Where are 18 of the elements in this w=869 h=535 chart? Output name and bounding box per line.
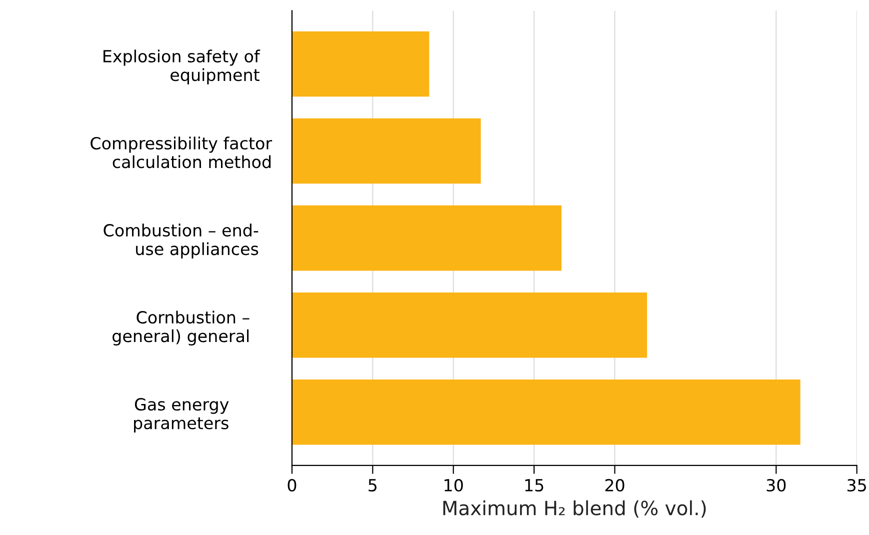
y-tick-label: Combustion – end- use appliances — [104, 224, 258, 258]
x-tick-label: 30 — [766, 478, 786, 492]
bar — [292, 380, 800, 445]
x-tick-label: 5 — [368, 479, 377, 492]
y-tick-label: Explosion safety of equipment — [104, 50, 260, 84]
y-tick-label: Compressibility factor calculation method — [90, 136, 272, 168]
x-axis-title: Maximum H₂ blend (% vol.) — [443, 500, 706, 518]
bar — [292, 292, 648, 358]
x-tick-label: 20 — [605, 478, 624, 492]
x-tick-label: 15 — [525, 479, 544, 492]
x-tick-label: 10 — [444, 478, 463, 492]
bar — [292, 118, 481, 184]
y-tick-label: Gas energy parameters — [134, 398, 229, 433]
y-tick-label: Cornbustion – general) general — [112, 310, 250, 346]
x-tick-label: 35 — [848, 478, 866, 492]
bar — [292, 31, 430, 97]
bar — [292, 205, 562, 271]
x-tick-label: 0 — [288, 478, 296, 492]
